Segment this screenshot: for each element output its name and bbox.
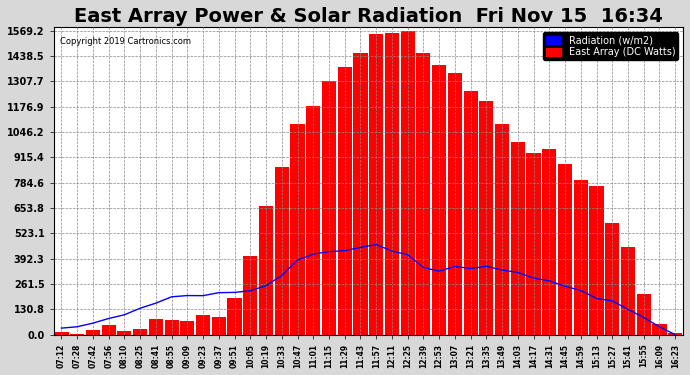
Bar	[589, 186, 604, 334]
Bar	[401, 30, 415, 334]
Bar	[322, 81, 336, 334]
Bar	[180, 321, 195, 334]
Bar	[416, 53, 431, 334]
Bar	[290, 124, 304, 334]
Bar	[117, 331, 132, 334]
Bar	[637, 294, 651, 334]
Bar	[101, 325, 116, 334]
Bar	[464, 91, 477, 334]
Bar	[668, 333, 682, 334]
Bar	[149, 319, 163, 334]
Bar	[55, 332, 68, 334]
Bar	[353, 53, 368, 334]
Bar	[369, 34, 383, 334]
Bar	[243, 256, 257, 334]
Bar	[164, 320, 179, 334]
Bar	[542, 149, 556, 334]
Bar	[133, 329, 147, 334]
Bar	[337, 67, 352, 334]
Bar	[86, 330, 100, 334]
Bar	[385, 33, 399, 334]
Bar	[228, 298, 242, 334]
Bar	[196, 315, 210, 334]
Text: Copyright 2019 Cartronics.com: Copyright 2019 Cartronics.com	[60, 37, 191, 46]
Bar	[275, 167, 289, 334]
Bar	[306, 106, 320, 334]
Bar	[573, 180, 588, 334]
Bar	[652, 324, 667, 334]
Bar	[511, 142, 525, 334]
Bar	[605, 223, 620, 334]
Bar	[259, 206, 273, 334]
Bar	[480, 100, 493, 334]
Bar	[526, 153, 541, 334]
Bar	[621, 247, 635, 334]
Bar	[448, 73, 462, 334]
Bar	[495, 124, 509, 334]
Bar	[432, 66, 446, 335]
Title: East Array Power & Solar Radiation  Fri Nov 15  16:34: East Array Power & Solar Radiation Fri N…	[74, 7, 663, 26]
Bar	[212, 317, 226, 334]
Legend: Radiation (w/m2), East Array (DC Watts): Radiation (w/m2), East Array (DC Watts)	[543, 32, 678, 60]
Bar	[558, 164, 572, 334]
